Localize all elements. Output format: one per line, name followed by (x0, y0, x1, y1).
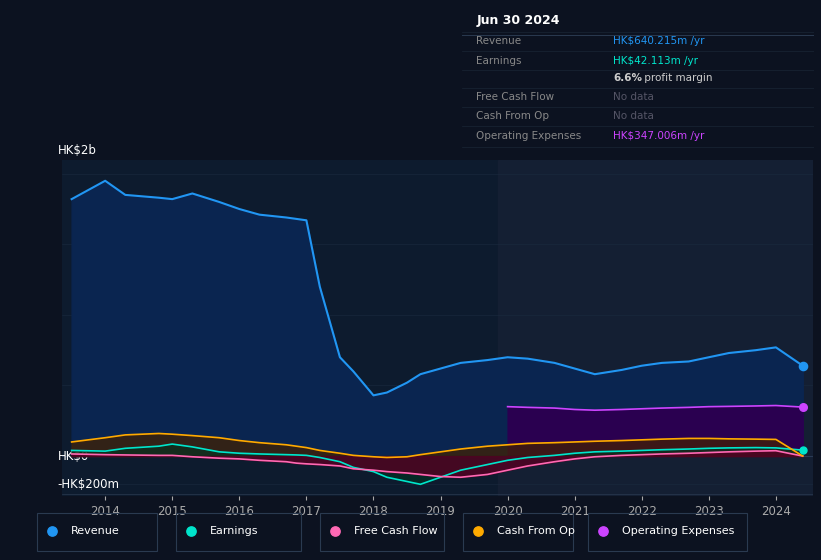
Text: No data: No data (613, 92, 654, 102)
Text: Jun 30 2024: Jun 30 2024 (476, 15, 560, 27)
Text: HK$0: HK$0 (57, 450, 89, 463)
Point (328, 526, 342, 535)
Point (472, 526, 485, 535)
Text: Operating Expenses: Operating Expenses (476, 131, 581, 141)
Text: Earnings: Earnings (210, 526, 259, 535)
Point (796, 403, 810, 412)
Point (796, 446, 810, 455)
Text: HK$347.006m /yr: HK$347.006m /yr (613, 131, 704, 141)
Text: Free Cash Flow: Free Cash Flow (354, 526, 438, 535)
Text: Revenue: Revenue (476, 36, 521, 46)
Point (185, 526, 198, 535)
Text: Free Cash Flow: Free Cash Flow (476, 92, 554, 102)
Text: Revenue: Revenue (71, 526, 119, 535)
Text: -HK$200m: -HK$200m (57, 478, 120, 491)
Text: HK$640.215m /yr: HK$640.215m /yr (613, 36, 704, 46)
Point (796, 361, 810, 370)
Bar (498, 160, 813, 496)
Text: Cash From Op: Cash From Op (476, 111, 549, 121)
Point (45, 526, 58, 535)
Point (597, 526, 610, 535)
Text: Earnings: Earnings (476, 57, 522, 66)
Text: Cash From Op: Cash From Op (498, 526, 576, 535)
Text: 6.6%: 6.6% (613, 73, 642, 83)
Text: HK$42.113m /yr: HK$42.113m /yr (613, 57, 699, 66)
Text: HK$2b: HK$2b (57, 144, 97, 157)
Text: No data: No data (613, 111, 654, 121)
Text: Operating Expenses: Operating Expenses (622, 526, 734, 535)
Text: profit margin: profit margin (641, 73, 713, 83)
